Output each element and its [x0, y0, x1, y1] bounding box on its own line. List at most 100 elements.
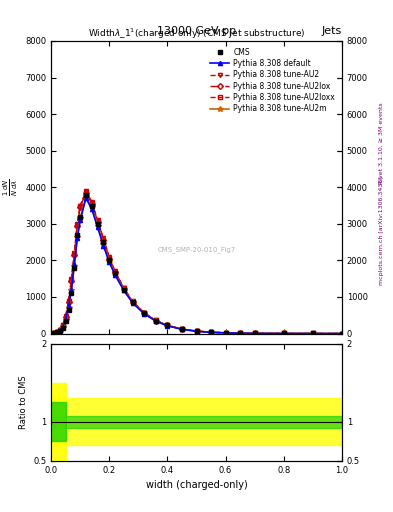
Line: Pythia 8.308 tune-AU2loxx: Pythia 8.308 tune-AU2loxx: [52, 190, 344, 335]
CMS: [95, 221, 100, 227]
Text: mcplots.cern.ch [arXiv:1306.3436]: mcplots.cern.ch [arXiv:1306.3436]: [379, 176, 384, 285]
Pythia 8.308 tune-AU2m: [63, 317, 68, 324]
Pythia 8.308 tune-AU2: [142, 310, 147, 316]
Text: Rivet 3.1.10, ≥ 3M events: Rivet 3.1.10, ≥ 3M events: [379, 102, 384, 184]
Pythia 8.308 tune-AU2: [101, 236, 106, 242]
Pythia 8.308 tune-AU2loxx: [78, 203, 83, 209]
Title: Width$\lambda\_1^1$(charged only) (CMS jet substructure): Width$\lambda\_1^1$(charged only) (CMS j…: [88, 27, 305, 41]
Pythia 8.308 tune-AU2loxx: [153, 317, 158, 324]
Pythia 8.308 tune-AU2loxx: [75, 222, 80, 228]
Pythia 8.308 tune-AU2: [121, 285, 126, 291]
Pythia 8.308 tune-AU2lox: [95, 219, 100, 225]
Pythia 8.308 tune-AU2: [223, 330, 228, 336]
CMS: [281, 330, 286, 336]
Pythia 8.308 tune-AU2m: [180, 326, 184, 332]
Pythia 8.308 tune-AU2loxx: [69, 276, 74, 283]
Pythia 8.308 tune-AU2loxx: [142, 310, 147, 316]
Pythia 8.308 default: [57, 327, 62, 333]
Pythia 8.308 tune-AU2lox: [61, 323, 65, 329]
Pythia 8.308 tune-AU2lox: [66, 299, 71, 305]
Pythia 8.308 tune-AU2: [63, 313, 68, 319]
Pythia 8.308 tune-AU2loxx: [180, 326, 184, 332]
CMS: [107, 258, 112, 264]
Pythia 8.308 tune-AU2m: [142, 310, 147, 316]
Pythia 8.308 default: [78, 217, 83, 223]
CMS: [78, 214, 83, 220]
Text: Jets: Jets: [321, 26, 342, 36]
CMS: [57, 328, 62, 334]
Pythia 8.308 tune-AU2lox: [113, 269, 118, 275]
Pythia 8.308 tune-AU2lox: [180, 326, 184, 332]
Pythia 8.308 tune-AU2: [238, 330, 242, 336]
Pythia 8.308 tune-AU2: [113, 268, 118, 274]
Pythia 8.308 tune-AU2: [130, 298, 135, 305]
Pythia 8.308 tune-AU2loxx: [165, 323, 170, 329]
Pythia 8.308 default: [153, 318, 158, 324]
Pythia 8.308 tune-AU2m: [66, 305, 71, 311]
Pythia 8.308 tune-AU2m: [252, 330, 257, 336]
Pythia 8.308 tune-AU2m: [121, 287, 126, 293]
Pythia 8.308 tune-AU2: [95, 217, 100, 223]
Pythia 8.308 tune-AU2loxx: [209, 329, 213, 335]
Pythia 8.308 tune-AU2lox: [310, 330, 315, 336]
Pythia 8.308 tune-AU2loxx: [113, 269, 118, 275]
Text: CMS_SMP-20-010_Fig7: CMS_SMP-20-010_Fig7: [157, 247, 236, 253]
Pythia 8.308 tune-AU2lox: [223, 330, 228, 336]
Pythia 8.308 tune-AU2lox: [340, 330, 344, 336]
Pythia 8.308 tune-AU2: [153, 317, 158, 324]
CMS: [61, 325, 65, 331]
Pythia 8.308 default: [72, 261, 77, 267]
Pythia 8.308 default: [69, 287, 74, 293]
Pythia 8.308 tune-AU2lox: [78, 204, 83, 210]
Pythia 8.308 tune-AU2: [340, 330, 344, 336]
CMS: [66, 307, 71, 313]
Pythia 8.308 tune-AU2: [165, 322, 170, 328]
Pythia 8.308 tune-AU2: [107, 253, 112, 260]
CMS: [69, 290, 74, 296]
Pythia 8.308 tune-AU2m: [78, 215, 83, 221]
Pythia 8.308 tune-AU2loxx: [61, 323, 65, 329]
Pythia 8.308 default: [107, 259, 112, 265]
CMS: [238, 330, 242, 336]
Pythia 8.308 tune-AU2loxx: [55, 329, 59, 335]
Pythia 8.308 default: [66, 303, 71, 309]
Pythia 8.308 tune-AU2: [78, 202, 83, 208]
CMS: [153, 317, 158, 324]
Pythia 8.308 default: [180, 326, 184, 332]
Pythia 8.308 tune-AU2lox: [252, 330, 257, 336]
Pythia 8.308 tune-AU2lox: [63, 314, 68, 321]
Pythia 8.308 tune-AU2: [66, 297, 71, 304]
CMS: [142, 310, 147, 316]
Pythia 8.308 tune-AU2m: [90, 204, 94, 210]
Pythia 8.308 tune-AU2m: [69, 287, 74, 293]
Pythia 8.308 tune-AU2lox: [72, 252, 77, 258]
Line: Pythia 8.308 tune-AU2m: Pythia 8.308 tune-AU2m: [51, 194, 345, 336]
CMS: [51, 330, 56, 336]
Pythia 8.308 tune-AU2m: [340, 330, 344, 336]
Pythia 8.308 default: [90, 206, 94, 212]
Pythia 8.308 tune-AU2m: [223, 330, 228, 336]
Pythia 8.308 tune-AU2lox: [194, 328, 199, 334]
Pythia 8.308 default: [84, 195, 88, 201]
Pythia 8.308 tune-AU2lox: [107, 255, 112, 262]
Pythia 8.308 tune-AU2loxx: [130, 298, 135, 305]
Pythia 8.308 default: [101, 243, 106, 249]
Pythia 8.308 default: [340, 330, 344, 336]
Pythia 8.308 tune-AU2: [51, 330, 56, 336]
Pythia 8.308 tune-AU2loxx: [121, 285, 126, 291]
Pythia 8.308 tune-AU2lox: [75, 223, 80, 229]
Pythia 8.308 default: [75, 236, 80, 242]
Pythia 8.308 tune-AU2m: [75, 233, 80, 240]
Pythia 8.308 default: [194, 328, 199, 334]
Pythia 8.308 tune-AU2m: [55, 329, 59, 335]
Pythia 8.308 tune-AU2m: [310, 330, 315, 336]
Pythia 8.308 tune-AU2lox: [153, 317, 158, 324]
Pythia 8.308 tune-AU2lox: [209, 329, 213, 335]
Pythia 8.308 tune-AU2: [310, 330, 315, 336]
Pythia 8.308 tune-AU2: [84, 188, 88, 194]
CMS: [101, 239, 106, 245]
Pythia 8.308 tune-AU2lox: [238, 330, 242, 336]
Pythia 8.308 tune-AU2: [72, 250, 77, 256]
CMS: [209, 329, 213, 335]
Pythia 8.308 tune-AU2m: [113, 271, 118, 277]
